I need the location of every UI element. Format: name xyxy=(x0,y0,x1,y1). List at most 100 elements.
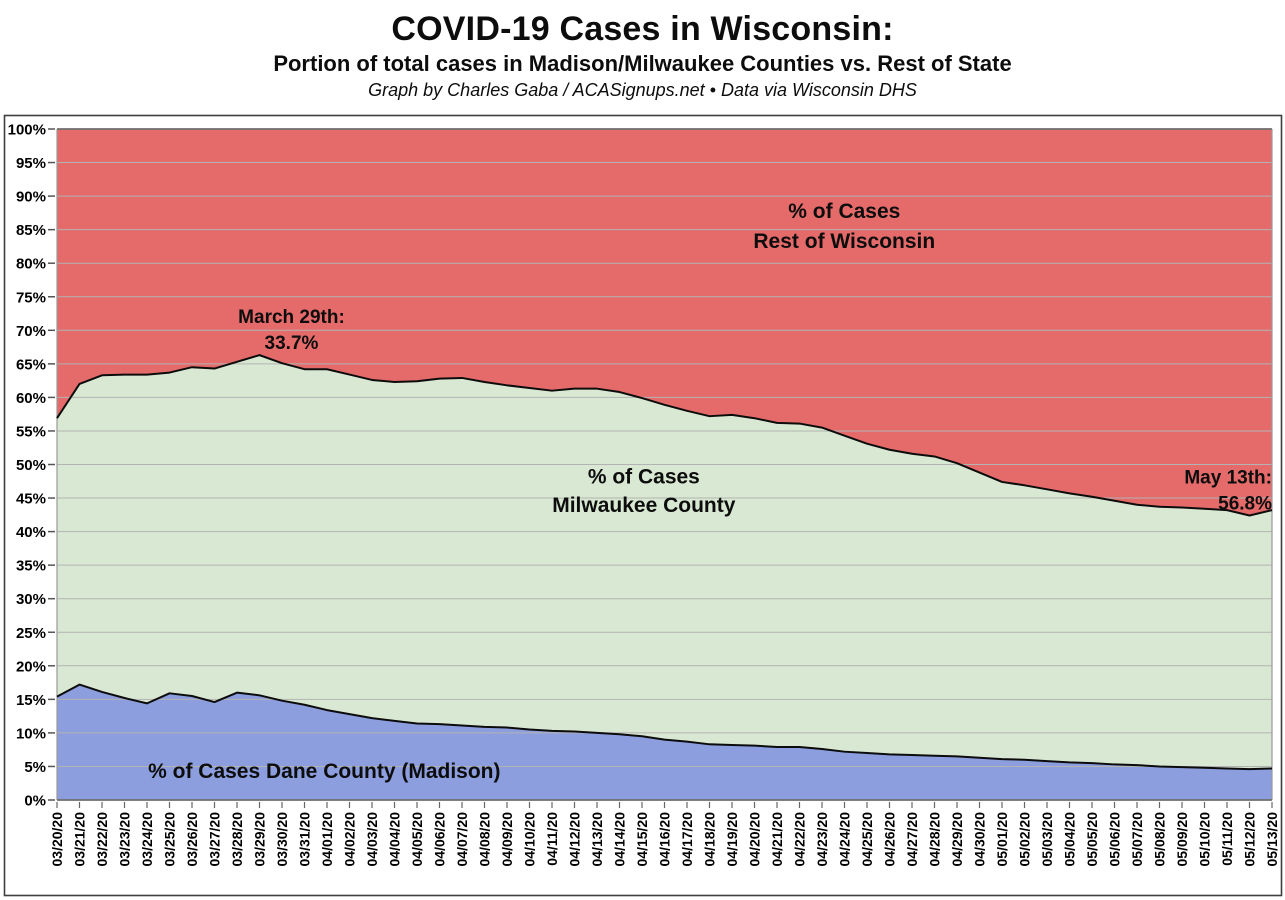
dane-top-line xyxy=(56,683,1273,771)
x-tick-label: 03/20/20 xyxy=(49,812,65,867)
annotation-may-13-line: May 13th: xyxy=(1184,467,1272,488)
chart-subtitle: Portion of total cases in Madison/Milwau… xyxy=(273,51,1012,76)
x-tick-label: 04/07/20 xyxy=(454,812,470,867)
y-tick-label: 50% xyxy=(16,457,46,474)
x-tick-label: 05/08/20 xyxy=(1152,812,1168,867)
annotation-may-13-line: 56.8% xyxy=(1218,493,1272,514)
y-tick-label: 60% xyxy=(16,390,46,407)
y-tick-label: 15% xyxy=(16,692,46,709)
x-tick-label: 03/29/20 xyxy=(252,812,268,867)
chart-title: COVID-19 Cases in Wisconsin: xyxy=(391,10,894,48)
y-tick-label: 10% xyxy=(16,725,46,742)
x-tick-label: 04/20/20 xyxy=(747,812,763,867)
x-tick-label: 05/07/20 xyxy=(1129,812,1145,867)
x-tick-label: 04/24/20 xyxy=(837,812,853,867)
area-label-rest-of-wisconsin-line: % of Cases xyxy=(788,200,900,223)
annotation-march-29-line: March 29th: xyxy=(238,307,345,328)
area-label-milwaukee-county: % of Cases Milwaukee County xyxy=(552,465,736,517)
x-tick-label: 04/25/20 xyxy=(859,812,875,867)
x-tick-label: 03/23/20 xyxy=(117,812,133,867)
x-tick-label: 04/11/20 xyxy=(544,812,560,866)
chart-credit: Graph by Charles Gaba / ACASignups.net •… xyxy=(368,80,917,100)
area-label-dane-county-line: % of Cases Dane County (Madison) xyxy=(148,760,500,783)
x-tick-label: 05/09/20 xyxy=(1174,812,1190,867)
x-tick-label: 04/03/20 xyxy=(364,812,380,867)
x-tick-label: 05/02/20 xyxy=(1017,812,1033,867)
x-tick-label: 04/06/20 xyxy=(432,812,448,867)
area-label-milwaukee-county-line: Milwaukee County xyxy=(552,494,736,517)
x-tick-label: 04/10/20 xyxy=(522,812,538,867)
area-label-rest-of-wisconsin-line: Rest of Wisconsin xyxy=(753,230,935,253)
x-tick-label: 03/30/20 xyxy=(274,812,290,867)
y-tick-label: 80% xyxy=(16,256,46,273)
x-tick-label: 04/29/20 xyxy=(949,812,965,867)
x-tick-label: 03/24/20 xyxy=(139,812,155,867)
x-tick-label: 04/04/20 xyxy=(387,812,403,867)
x-tick-label: 04/23/20 xyxy=(814,812,830,867)
y-tick-label: 85% xyxy=(16,222,46,239)
x-tick-label: 03/25/20 xyxy=(162,812,178,867)
chart-header: COVID-19 Cases in Wisconsin: Portion of … xyxy=(0,0,1285,101)
x-tick-label: 04/28/20 xyxy=(927,812,943,867)
y-tick-label: 45% xyxy=(16,491,46,508)
x-tick-label: 04/08/20 xyxy=(477,812,493,867)
x-tick-label: 04/15/20 xyxy=(634,812,650,867)
area-label-rest-of-wisconsin: % of Cases Rest of Wisconsin xyxy=(753,200,935,253)
y-tick-label: 70% xyxy=(16,323,46,340)
y-tick-label: 95% xyxy=(16,155,46,172)
x-tick-label: 04/16/20 xyxy=(657,812,673,867)
x-tick-label: 04/13/20 xyxy=(589,812,605,867)
x-tick-label: 05/11/20 xyxy=(1219,812,1235,866)
annotation-march-29: March 29th: 33.7% xyxy=(238,307,345,354)
y-tick-label: 55% xyxy=(16,423,46,440)
gridlines xyxy=(56,128,1273,801)
x-tick-label: 05/13/20 xyxy=(1264,812,1280,867)
x-tick-label: 03/31/20 xyxy=(297,812,313,867)
area-label-milwaukee-county-line: % of Cases xyxy=(588,465,700,488)
x-tick-label: 03/28/20 xyxy=(229,812,245,867)
y-tick-label: 35% xyxy=(16,558,46,575)
y-tick-label: 25% xyxy=(16,625,46,642)
x-tick-label: 04/30/20 xyxy=(972,812,988,867)
x-tick-label: 03/26/20 xyxy=(184,812,200,867)
x-tick-label: 04/26/20 xyxy=(882,812,898,867)
x-tick-label: 04/09/20 xyxy=(499,812,515,867)
x-tick-label: 03/21/20 xyxy=(72,812,88,867)
x-tick-label: 04/14/20 xyxy=(612,812,628,867)
boundary-lines xyxy=(56,354,1273,771)
x-tick-label: 04/01/20 xyxy=(319,812,335,867)
annotation-march-29-line: 33.7% xyxy=(265,333,319,354)
x-tick-label: 04/27/20 xyxy=(904,812,920,867)
x-tick-label: 05/06/20 xyxy=(1107,812,1123,867)
area-label-dane-county: % of Cases Dane County (Madison) xyxy=(148,760,500,783)
y-tick-label: 100% xyxy=(8,122,46,139)
x-tick-label: 05/10/20 xyxy=(1197,812,1213,867)
x-tick-label: 04/19/20 xyxy=(724,812,740,867)
y-tick-label: 65% xyxy=(16,356,46,373)
x-tick-label: 04/17/20 xyxy=(679,812,695,867)
x-tick-label: 05/04/20 xyxy=(1062,812,1078,867)
x-tick-label: 04/18/20 xyxy=(702,812,718,867)
x-tick-label: 04/05/20 xyxy=(409,812,425,867)
milwaukee-top-line xyxy=(56,354,1273,517)
x-tick-label: 03/22/20 xyxy=(94,812,110,867)
y-tick-label: 0% xyxy=(24,793,46,810)
y-tick-label: 90% xyxy=(16,189,46,206)
y-tick-label: 75% xyxy=(16,289,46,306)
dane-county-area xyxy=(57,684,1272,800)
x-tick-label: 05/05/20 xyxy=(1084,812,1100,867)
annotation-may-13: May 13th: 56.8% xyxy=(1184,467,1272,514)
x-tick-label: 04/22/20 xyxy=(792,812,808,867)
x-tick-label: 05/01/20 xyxy=(994,812,1010,867)
x-tick-label: 05/03/20 xyxy=(1039,812,1055,867)
x-tick-label: 04/02/20 xyxy=(342,812,358,867)
y-tick-label: 40% xyxy=(16,524,46,541)
x-tick-label: 04/12/20 xyxy=(567,812,583,867)
y-tick-label: 30% xyxy=(16,591,46,608)
y-tick-label: 5% xyxy=(24,759,46,776)
x-tick-label: 04/21/20 xyxy=(769,812,785,867)
x-tick-label: 03/27/20 xyxy=(207,812,223,867)
y-axis-labels: 0% 5% 10% 15% 20% 25% 30% 35% 40% 45% 50% 55% 60% 65%… xyxy=(8,122,55,810)
milwaukee-county-area xyxy=(57,355,1272,800)
